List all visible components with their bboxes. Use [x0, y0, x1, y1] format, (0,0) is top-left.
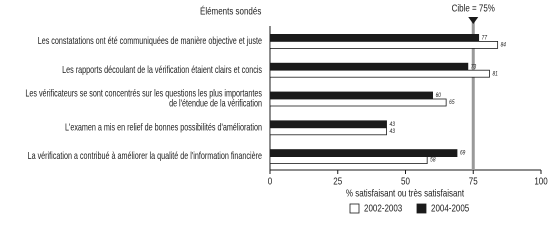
target-marker [468, 17, 479, 24]
bar [269, 69, 490, 78]
bar [269, 127, 387, 136]
value-label: 73 [471, 64, 476, 71]
value-label: 43 [390, 128, 395, 135]
legend-label: 2004-2005 [431, 203, 469, 214]
legend-label: 2002-2003 [364, 203, 402, 214]
bar [269, 41, 499, 49]
bar [269, 156, 428, 165]
category-label: Les vérificateurs se sont concentrés sur… [25, 87, 262, 98]
bar [269, 91, 434, 100]
bar [269, 149, 458, 158]
value-label: 69 [460, 150, 465, 157]
bar [269, 98, 447, 107]
value-label: 60 [436, 93, 441, 100]
chart-title: Éléments sondés [200, 6, 262, 17]
x-axis-label: % satisfaisant ou très satisfaisant [346, 188, 465, 199]
category-label: Les constatations ont été communiquées d… [38, 35, 262, 46]
bar [269, 62, 469, 71]
x-tick-label: 50 [401, 176, 410, 187]
value-label: 81 [493, 71, 498, 78]
category-label: Les rapports découlant de la vérificatio… [62, 64, 262, 75]
value-label: 43 [390, 121, 395, 128]
bar [269, 120, 387, 129]
category-label: La vérification a contribué à améliorer … [28, 150, 263, 161]
legend-swatch [416, 203, 427, 214]
value-label: 77 [482, 35, 488, 42]
chart: Éléments sondés 0 25 50 75 100 % satisfaisant … [25, 3, 547, 214]
bar [269, 34, 480, 42]
x-tick-label: 25 [333, 176, 342, 187]
target-label: Cible = 75% [452, 3, 495, 14]
value-label: 84 [501, 42, 506, 49]
x-tick-label: 75 [469, 176, 478, 187]
value-label: 65 [449, 100, 455, 107]
category-label: de l'étendue de la vérification [169, 97, 262, 108]
legend-swatch [349, 203, 360, 214]
x-tick-label: 100 [534, 176, 547, 187]
category-label: L'examen a mis en relief de bonnes possi… [65, 121, 262, 132]
value-label: 58 [430, 157, 435, 164]
x-tick-label: 0 [268, 176, 272, 187]
